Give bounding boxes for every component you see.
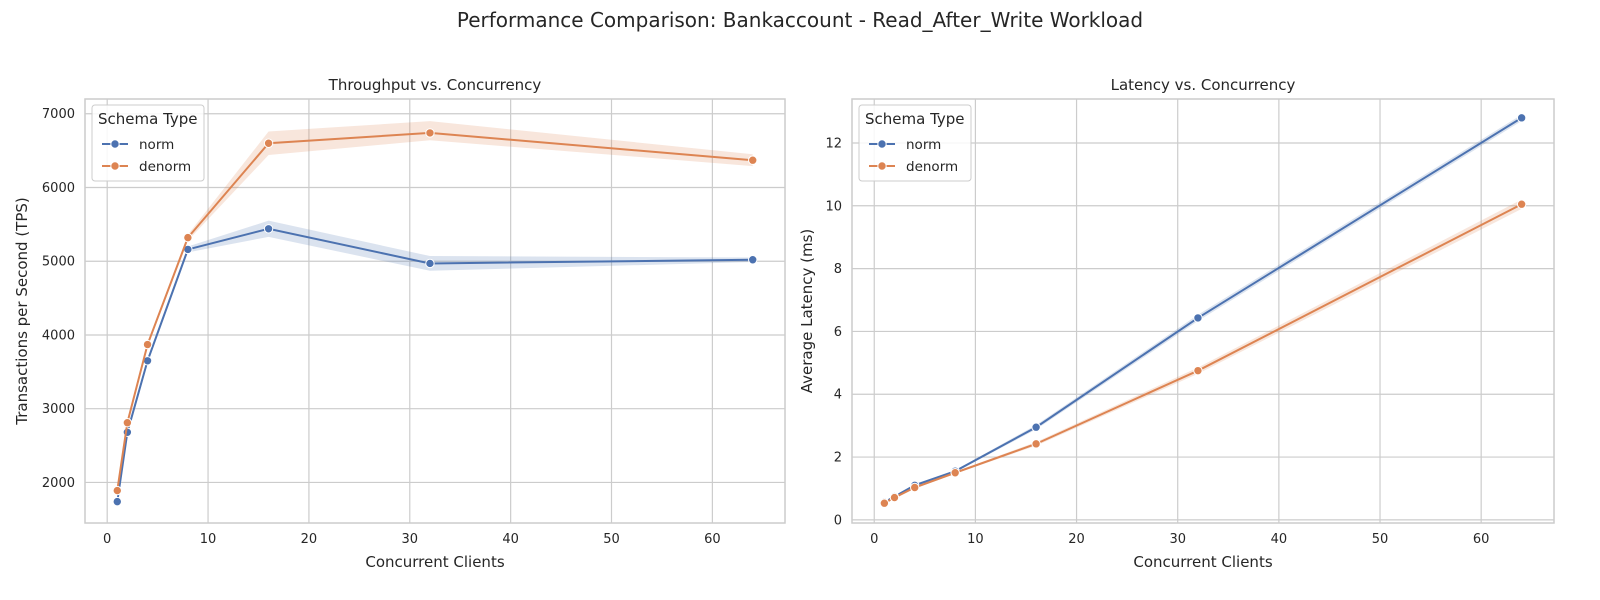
- denorm-series-line: [116, 131, 753, 491]
- denorm-data-point: [263, 138, 274, 148]
- x-tick-label: 40: [502, 532, 519, 547]
- denorm-data-point: [879, 498, 890, 508]
- y-axis-label: Transactions per Second (TPS): [13, 197, 31, 425]
- x-tick-label: 20: [301, 532, 318, 547]
- denorm-data-point: [142, 339, 153, 350]
- y-tick-label: 8: [834, 262, 842, 277]
- legend-title: Schema Type: [865, 110, 965, 128]
- y-tick-label: 7000: [42, 107, 75, 122]
- norm-data-point: [263, 224, 274, 234]
- x-tick-label: 0: [870, 532, 878, 547]
- x-tick-label: 40: [1271, 532, 1288, 547]
- legend-marker-denorm: [877, 161, 887, 171]
- denorm-data-point: [112, 485, 122, 496]
- legend-title: Schema Type: [98, 110, 198, 128]
- legend-box: [91, 104, 205, 182]
- norm-data-point: [1193, 313, 1203, 323]
- denorm-data-point: [122, 418, 133, 428]
- y-tick-label: 6000: [42, 181, 75, 196]
- x-tick-label: 50: [1372, 532, 1389, 547]
- legend-marker-norm: [110, 139, 120, 149]
- norm-confidence-band: [884, 114, 1522, 504]
- y-tick-label: 5000: [42, 255, 75, 270]
- norm-data-point: [748, 255, 758, 265]
- denorm-confidence-band: [117, 121, 753, 493]
- panel-title: Latency vs. Concurrency: [1111, 76, 1296, 94]
- x-axis-label: Concurrent Clients: [1133, 553, 1272, 571]
- x-tick-label: 30: [1169, 532, 1186, 547]
- x-tick-label: 20: [1068, 532, 1085, 547]
- plot-frame: [851, 98, 1555, 524]
- y-axis-label: Average Latency (ms): [798, 229, 816, 394]
- x-axis-label: Concurrent Clients: [365, 553, 504, 571]
- norm-data-point: [1516, 113, 1527, 123]
- legend-marker-norm: [877, 139, 887, 149]
- denorm-data-point: [748, 155, 758, 165]
- denorm-data-point: [1031, 439, 1041, 449]
- denorm-data-point: [889, 492, 900, 503]
- x-tick-label: 60: [1473, 532, 1490, 547]
- x-tick-label: 0: [103, 532, 111, 547]
- y-tick-label: 6: [834, 325, 842, 340]
- legend-label-denorm: denorm: [906, 159, 958, 175]
- throughput-panel: 0 10 20 30 40 50 60 2000 3000 4000 5000 6000 7000 Thr…: [13, 76, 786, 571]
- denorm-data-point: [910, 482, 920, 493]
- plot-frame: [84, 98, 786, 524]
- denorm-data-point: [1516, 199, 1527, 209]
- denorm-data-point: [425, 128, 435, 138]
- legend-label-denorm: denorm: [139, 159, 191, 175]
- norm-data-point: [1031, 422, 1041, 432]
- denorm-data-point: [183, 232, 193, 243]
- panel-title: Throughput vs. Concurrency: [328, 76, 542, 94]
- x-tick-label: 30: [402, 532, 419, 547]
- y-tick-label: 4000: [42, 328, 75, 343]
- x-tick-label: 10: [200, 532, 217, 547]
- denorm-data-point: [950, 468, 960, 478]
- y-tick-label: 0: [834, 513, 842, 528]
- x-tick-label: 60: [704, 532, 721, 547]
- legend-label-norm: norm: [906, 137, 941, 153]
- legend-label-norm: norm: [139, 137, 174, 153]
- y-tick-label: 10: [825, 199, 842, 214]
- norm-data-point: [112, 496, 122, 507]
- x-tick-label: 50: [603, 532, 620, 547]
- figure-title: Performance Comparison: Bankaccount - Re…: [457, 8, 1143, 32]
- y-tick-label: 4: [834, 388, 842, 403]
- x-tick-label: 10: [967, 532, 984, 547]
- y-tick-label: 3000: [42, 402, 75, 417]
- latency-panel: 0 10 20 30 40 50 60 0 2 4 6 8 10 12 Latency vs. Concur…: [798, 76, 1555, 571]
- norm-data-point: [425, 258, 435, 269]
- legend-box: [858, 104, 972, 182]
- legend-marker-denorm: [110, 161, 120, 171]
- y-tick-label: 2000: [42, 476, 75, 491]
- y-tick-label: 12: [825, 136, 842, 151]
- y-tick-label: 2: [834, 451, 842, 466]
- denorm-data-point: [1193, 365, 1203, 376]
